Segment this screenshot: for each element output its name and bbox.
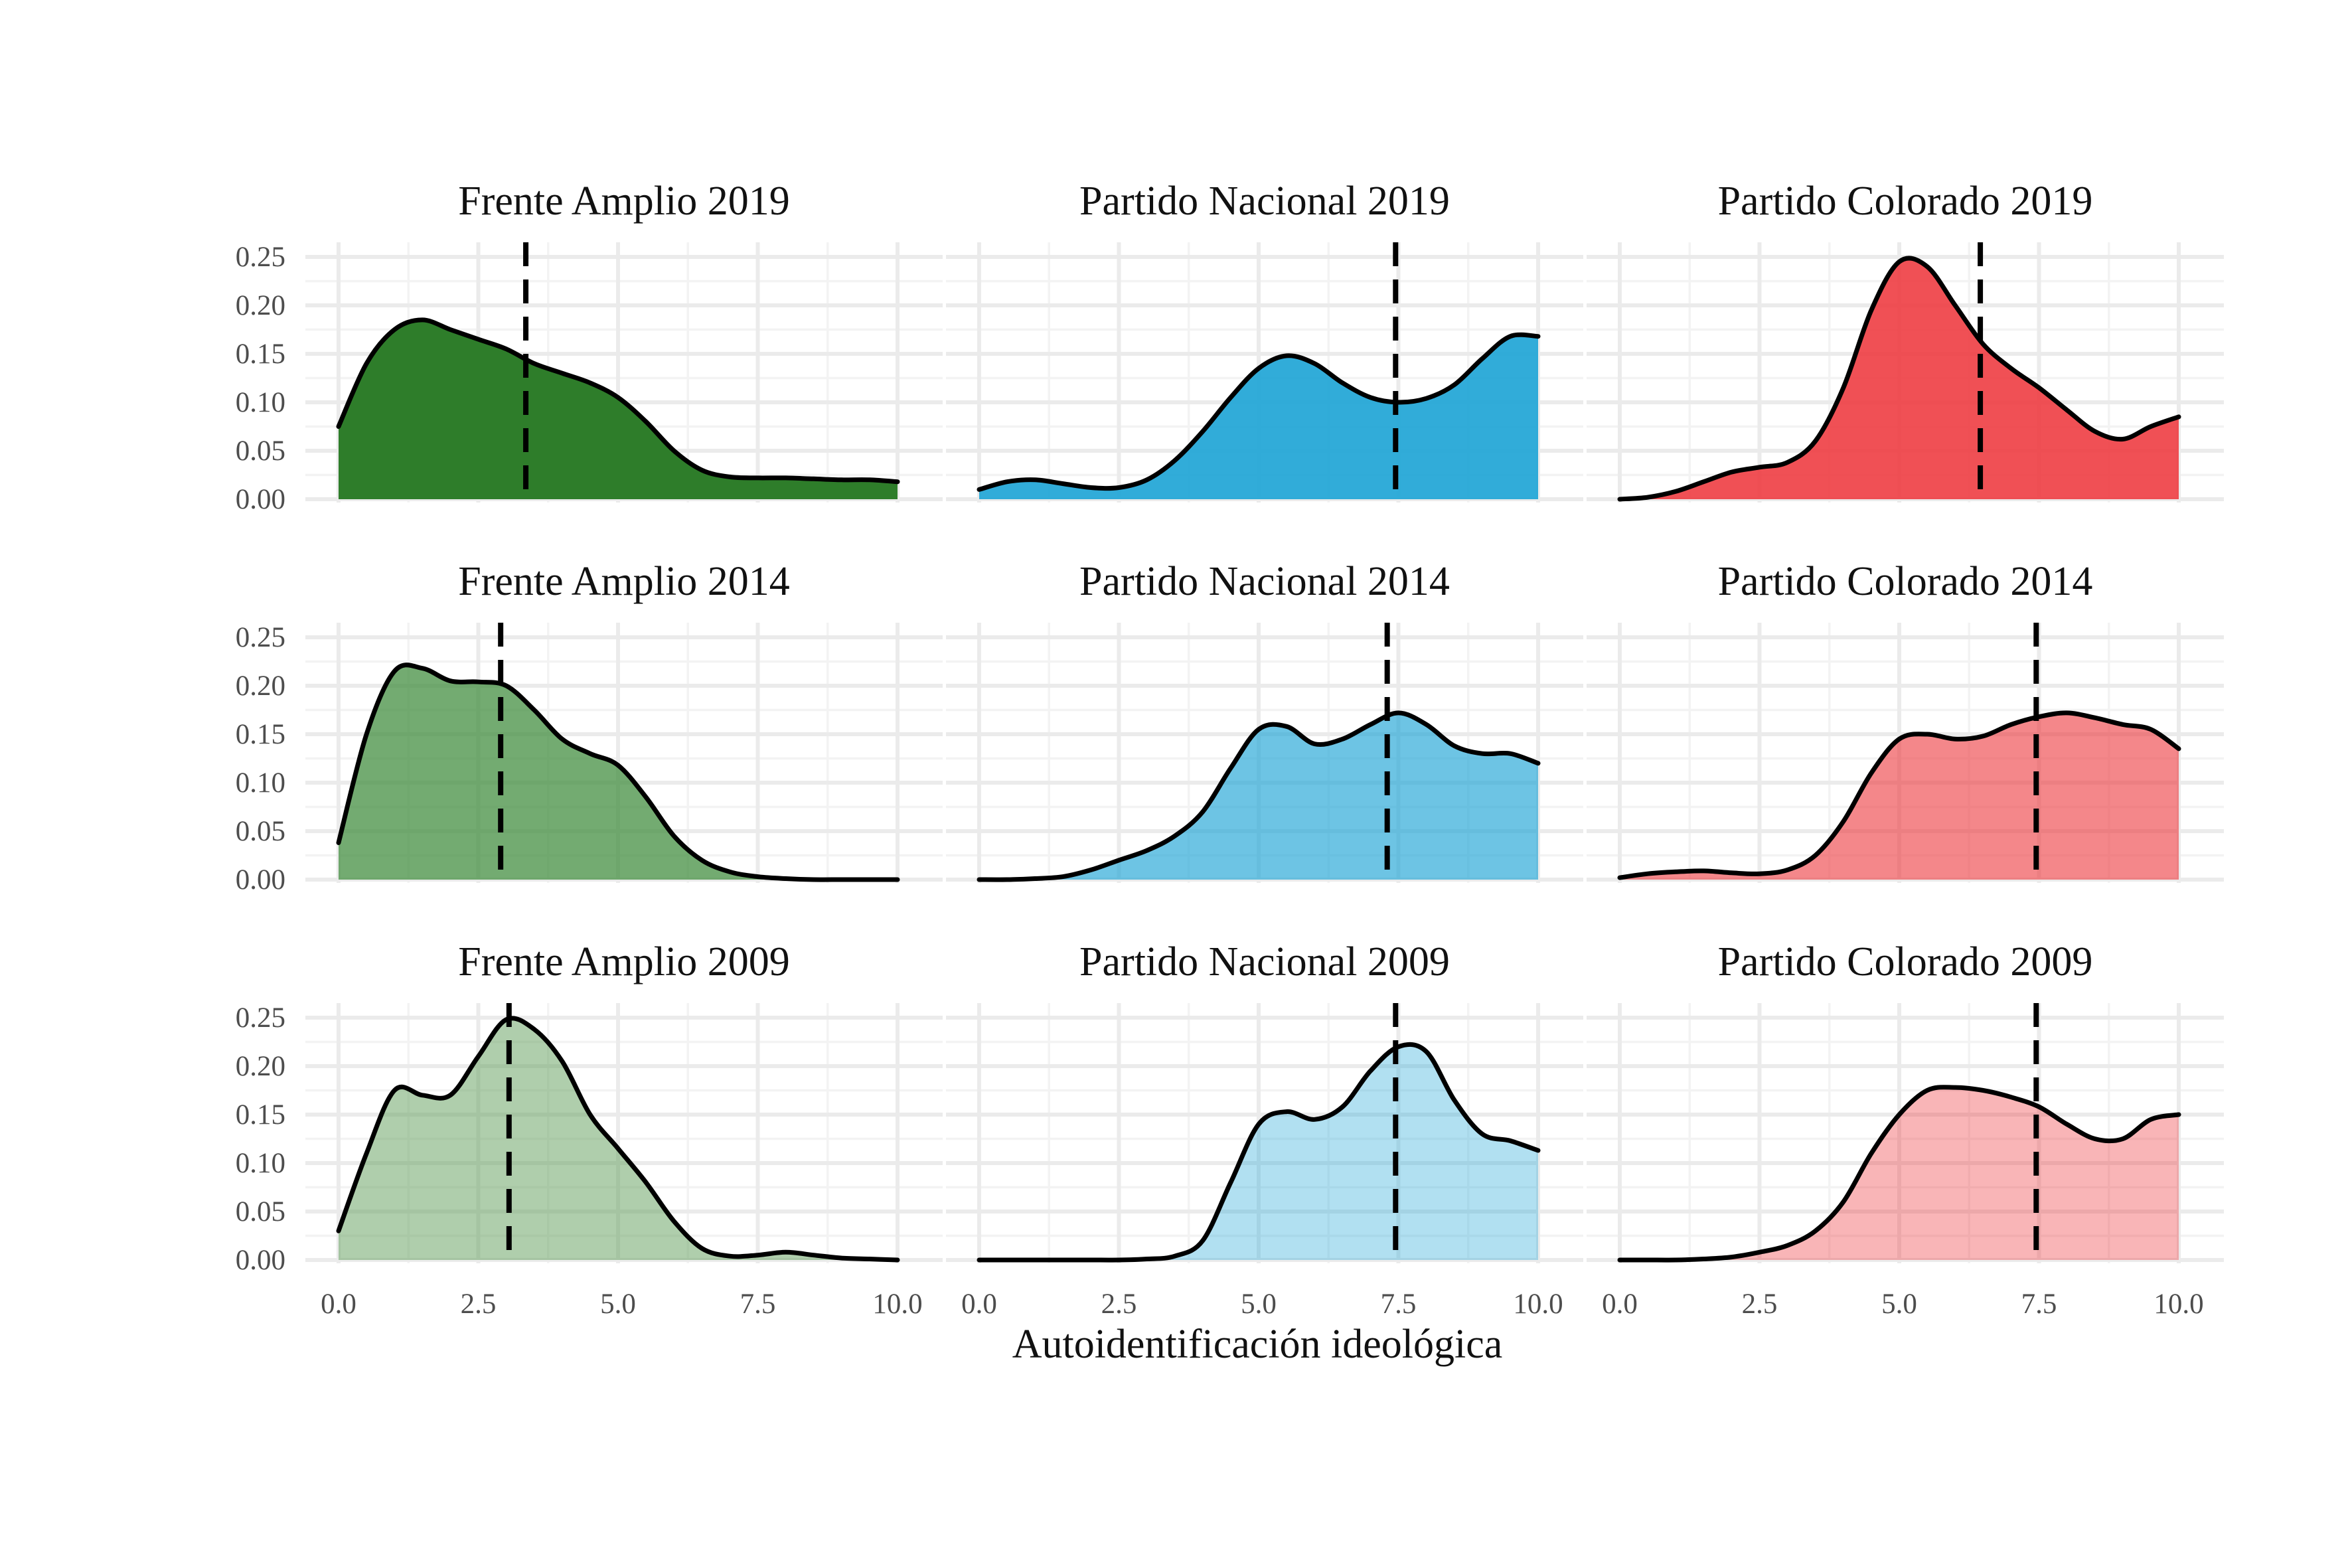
density-area [1620, 1087, 2179, 1261]
y-tick-label: 0.20 [236, 290, 285, 321]
x-tick-label: 10.0 [872, 1289, 922, 1320]
y-tick-label: 0.20 [236, 670, 285, 702]
density-area [339, 319, 898, 499]
y-tick-label: 0.25 [236, 1002, 285, 1034]
panel-title: Partido Nacional 2019 [1079, 179, 1450, 224]
x-tick-label: 0.0 [961, 1289, 997, 1320]
facet-panel: Partido Colorado 2009 0.0 2.5 5.0 7.5 10.0 [1587, 939, 2224, 1320]
y-tick-label: 0.00 [236, 864, 285, 896]
density-area [979, 335, 1538, 499]
x-axis-title: Autoidentificación ideológica [1012, 1322, 1503, 1367]
y-tick-label: 0.15 [236, 339, 285, 370]
x-tick-label: 2.5 [461, 1289, 497, 1320]
gridlines [946, 1003, 1583, 1263]
x-tick-label: 5.0 [1881, 1289, 1917, 1320]
panel-title: Partido Colorado 2019 [1718, 179, 2093, 224]
y-tick-label: 0.25 [236, 242, 285, 273]
density-line [977, 1042, 1541, 1263]
y-tick-label: 0.00 [236, 484, 285, 515]
facet-panel: Partido Nacional 2009 0.0 2.5 5.0 7.5 10.0 [946, 939, 1583, 1320]
facet-panel: Partido Colorado 2019 [1587, 179, 2224, 503]
density-area [1620, 258, 2179, 499]
panel-title: Frente Amplio 2014 [458, 559, 789, 604]
density-area [1620, 712, 2179, 880]
x-tick-label: 5.0 [600, 1289, 636, 1320]
y-tick-label: 0.20 [236, 1051, 285, 1082]
facet-panel: Partido Nacional 2014 [946, 559, 1583, 883]
y-tick-label: 0.25 [236, 622, 285, 653]
panel-title: Partido Colorado 2009 [1718, 939, 2093, 984]
x-tick-label: 0.0 [1602, 1289, 1638, 1320]
density-area [339, 665, 898, 880]
x-tick-label: 0.0 [321, 1289, 356, 1320]
x-tick-label: 10.0 [2154, 1289, 2203, 1320]
facet-panel: Frente Amplio 2019 0.00 0.05 0.10 0.15 0.20 0.… [236, 179, 943, 515]
gridlines [1587, 1003, 2224, 1263]
facet-panel: Partido Nacional 2019 [946, 179, 1583, 503]
density-area [979, 1044, 1538, 1261]
density-line [977, 332, 1541, 492]
x-tick-label: 7.5 [1381, 1289, 1417, 1320]
density-line [1617, 710, 2181, 880]
x-tick-label: 2.5 [1742, 1289, 1778, 1320]
panel-title: Frente Amplio 2019 [458, 179, 789, 224]
facet-panel: Frente Amplio 2009 0.00 0.05 0.10 0.15 0.20 0.… [236, 939, 943, 1320]
y-tick-label: 0.05 [236, 816, 285, 847]
panel-title: Partido Colorado 2014 [1718, 559, 2093, 604]
density-line [1617, 1085, 2181, 1263]
x-tick-label: 5.0 [1241, 1289, 1277, 1320]
panel-title: Partido Nacional 2014 [1079, 559, 1450, 604]
x-tick-label: 7.5 [740, 1289, 776, 1320]
density-line [336, 317, 900, 485]
density-area [979, 712, 1538, 880]
density-line [336, 1016, 900, 1263]
density-area [339, 1018, 898, 1260]
x-tick-label: 10.0 [1513, 1289, 1563, 1320]
y-tick-label: 0.10 [236, 1148, 285, 1179]
y-tick-label: 0.00 [236, 1245, 285, 1276]
y-tick-label: 0.05 [236, 435, 285, 467]
facet-panels: Frente Amplio 2019 0.00 0.05 0.10 0.15 0.20 0.… [236, 179, 2224, 1320]
y-tick-label: 0.15 [236, 719, 285, 750]
y-tick-label: 0.05 [236, 1196, 285, 1227]
density-line [977, 710, 1541, 882]
y-tick-label: 0.10 [236, 767, 285, 799]
density-line [1617, 256, 2181, 502]
facet-panel: Partido Colorado 2014 [1587, 559, 2224, 883]
y-tick-label: 0.10 [236, 387, 285, 418]
density-line [336, 663, 900, 882]
panel-title: Partido Nacional 2009 [1079, 939, 1450, 984]
y-tick-label: 0.15 [236, 1099, 285, 1131]
facet-panel: Frente Amplio 2014 0.00 0.05 0.10 0.15 0.20 0.… [236, 559, 943, 896]
x-tick-label: 2.5 [1101, 1289, 1137, 1320]
x-tick-label: 7.5 [2021, 1289, 2057, 1320]
panel-title: Frente Amplio 2009 [458, 939, 789, 984]
